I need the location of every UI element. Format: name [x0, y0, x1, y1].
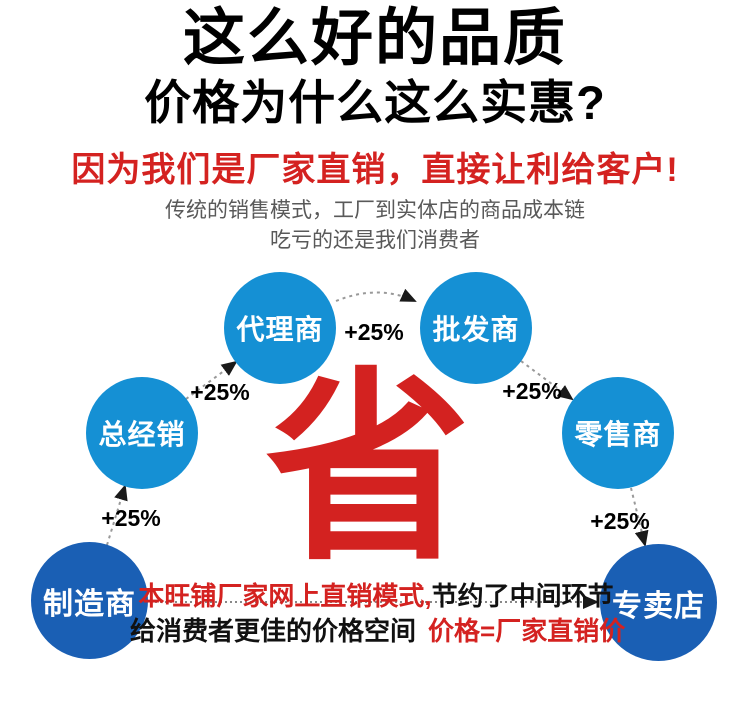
save-character: 省	[265, 355, 471, 584]
node-wholesaler-label: 批发商	[432, 314, 520, 345]
node-specialty-store: 专卖店	[600, 544, 717, 661]
footer-line-1: 本旺铺厂家网上直销模式,节约了中间环节	[130, 576, 622, 613]
markup-label-3: +25%	[344, 319, 404, 345]
footer-line-2-red: 价格=厂家直销价	[428, 616, 626, 646]
footer-line-2: 给消费者更佳的价格空间 价格=厂家直销价	[130, 611, 626, 648]
page-subtitle: 价格为什么这么实惠?	[144, 76, 606, 129]
description-line-1: 传统的销售模式，工厂到实体店的商品成本链	[165, 199, 585, 222]
page-title: 这么好的品质	[182, 4, 567, 73]
node-manufacturer-label: 制造商	[43, 587, 136, 621]
node-retailer-label: 零售商	[574, 419, 662, 450]
markup-label-1: +25%	[101, 505, 161, 531]
arrow-agent-to-wholesaler-icon	[335, 288, 417, 302]
description-line-2: 吃亏的还是我们消费者	[270, 229, 480, 252]
footer-line-2-black: 给消费者更佳的价格空间	[130, 616, 417, 646]
footer-line-1-black: 节约了中间环节	[431, 581, 614, 611]
node-wholesaler: 批发商	[420, 272, 532, 384]
node-specialty-store-label: 专卖店	[612, 589, 705, 623]
node-general-distributor-label: 总经销	[98, 419, 186, 450]
node-manufacturer: 制造商	[31, 542, 148, 659]
node-agent: 代理商	[224, 272, 336, 384]
node-retailer: 零售商	[562, 377, 674, 489]
markup-label-4: +25%	[502, 378, 562, 404]
markup-label-5: +25%	[590, 508, 650, 534]
node-agent-label: 代理商	[236, 314, 324, 345]
node-general-distributor: 总经销	[86, 377, 198, 489]
footer-line-1-red: 本旺铺厂家网上直销模式,	[138, 581, 432, 611]
markup-label-2: +25%	[190, 379, 250, 405]
highlight-banner: 因为我们是厂家直销，直接让利给客户!	[71, 151, 679, 189]
